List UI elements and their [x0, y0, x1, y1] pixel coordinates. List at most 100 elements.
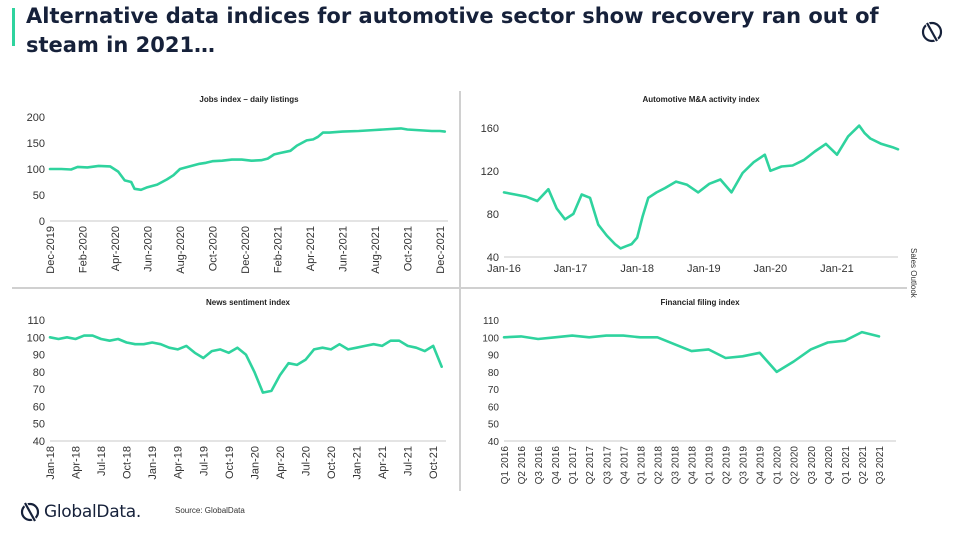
- y-tick-label: 80: [487, 209, 499, 221]
- x-tick-label: Apr-2020: [110, 226, 122, 271]
- x-tick-label: Q2 2016: [517, 446, 528, 485]
- y-tick-label: 50: [33, 190, 45, 202]
- x-tick-label: Jun-2021: [337, 226, 349, 272]
- y-tick-label: 40: [488, 437, 500, 448]
- x-tick-label: Q1 2016: [500, 446, 511, 485]
- x-tick-label: Q1 2017: [568, 446, 579, 485]
- x-tick-label: Q4 2017: [619, 446, 630, 485]
- x-tick-label: Q2 2018: [653, 446, 664, 485]
- x-tick-label: Jan-20: [754, 263, 788, 275]
- chart-svg: Jobs index – daily listings 0 50 100 150 200 D…: [27, 95, 448, 274]
- chart-svg: News sentiment index 40 50 60 70 80 90 100 110 Ja…: [27, 298, 446, 480]
- globaldata-brand-icon: [20, 502, 40, 522]
- x-tick-label: Jan-18: [45, 446, 57, 480]
- y-tick-label: 110: [27, 315, 45, 327]
- x-tick-label: Q2 2020: [790, 446, 801, 485]
- panel-divider-horizontal: [12, 287, 907, 289]
- y-tick-label: 70: [33, 384, 45, 396]
- x-tick-label: Apr-18: [71, 446, 83, 479]
- brand-name: GlobalData.: [44, 502, 141, 522]
- y-tick-label: 80: [488, 368, 500, 379]
- x-tick-label: Apr-20: [275, 446, 287, 479]
- y-tick-label: 150: [27, 138, 45, 150]
- x-tick-label: Apr-21: [377, 446, 389, 479]
- series-line: [48, 127, 447, 192]
- y-tick-label: 100: [27, 164, 45, 176]
- source-note: Source: GlobalData: [175, 506, 245, 515]
- x-tick-label: Jan-17: [554, 263, 588, 275]
- x-tick-label: Jul-19: [198, 446, 210, 476]
- x-tick-label: Jan-21: [820, 263, 854, 275]
- x-tick-label: Oct-2020: [207, 226, 219, 271]
- x-tick-label: Jul-21: [403, 446, 415, 476]
- x-tick-label: Q3 2017: [602, 446, 613, 485]
- chart-title: News sentiment index: [206, 298, 291, 307]
- x-tick-label: Q4 2016: [551, 446, 562, 485]
- x-tick-label: Q3 2018: [670, 446, 681, 485]
- x-tick-label: Aug-2021: [370, 226, 382, 274]
- x-tick-label: Q4 2019: [756, 446, 767, 485]
- x-tick-label: Oct-20: [326, 446, 338, 479]
- x-tick-label: Q1 2021: [841, 446, 852, 485]
- financial-filing-chart: Financial filing index 40 50 60 70 80 90 100 110…: [468, 294, 904, 489]
- y-tick-label: 120: [481, 166, 499, 178]
- x-tick-label: Dec-2021: [435, 226, 447, 274]
- x-tick-label: Jun-2020: [142, 226, 154, 272]
- x-tick-label: Dec-2019: [45, 226, 57, 274]
- y-tick-label: 40: [487, 252, 499, 264]
- series-line: [48, 334, 443, 394]
- y-tick-label: 40: [33, 436, 45, 448]
- series-line: [502, 124, 900, 250]
- x-tick-label: Oct-18: [122, 446, 134, 479]
- chart-svg: Automotive M&A activity index 40 80 120 160 J…: [481, 95, 900, 275]
- x-tick-label: Q2 2019: [722, 446, 733, 485]
- x-tick-label: Jan-19: [687, 263, 721, 275]
- x-tick-label: Jan-18: [620, 263, 654, 275]
- x-tick-label: Oct-21: [428, 446, 440, 479]
- x-tick-label: Dec-2020: [240, 226, 252, 274]
- panel-divider-vertical: [459, 91, 461, 491]
- x-tick-label: Feb-2021: [272, 226, 284, 273]
- x-tick-label: Q3 2019: [739, 446, 750, 485]
- x-tick-label: Jan-16: [487, 263, 521, 275]
- y-tick-label: 0: [39, 216, 45, 228]
- x-tick-label: Jan-20: [249, 446, 261, 480]
- y-tick-label: 110: [483, 316, 499, 327]
- x-tick-label: Q3 2021: [875, 446, 886, 485]
- x-tick-label: Q4 2018: [687, 446, 698, 485]
- chart-title: Automotive M&A activity index: [642, 95, 760, 104]
- title-accent-bar: [12, 8, 15, 46]
- x-tick-label: Oct-2021: [402, 226, 414, 271]
- x-tick-label: Apr-19: [173, 446, 185, 479]
- series-line: [502, 330, 881, 374]
- page-title: Alternative data indices for automotive …: [26, 4, 879, 57]
- chart-svg: Financial filing index 40 50 60 70 80 90 100 110…: [482, 298, 896, 485]
- y-tick-label: 160: [481, 123, 499, 135]
- x-tick-label: Jul-20: [300, 446, 312, 476]
- x-tick-label: Oct-19: [224, 446, 236, 479]
- news-sentiment-chart: News sentiment index 40 50 60 70 80 90 100 110 Ja…: [14, 294, 454, 489]
- x-tick-label: Q3 2016: [534, 446, 545, 485]
- y-tick-label: 80: [33, 367, 45, 379]
- x-tick-label: Q1 2020: [773, 446, 784, 485]
- y-tick-label: 100: [482, 333, 499, 344]
- chart-title: Financial filing index: [660, 298, 740, 307]
- x-tick-label: Q1 2019: [705, 446, 716, 485]
- globaldata-logo-icon: [921, 21, 943, 43]
- x-tick-label: Jul-18: [96, 446, 108, 476]
- y-tick-label: 60: [33, 401, 45, 413]
- y-tick-label: 50: [488, 420, 500, 431]
- x-tick-label: Jan-19: [147, 446, 159, 480]
- ma-activity-chart: Automotive M&A activity index 40 80 120 160 J…: [468, 91, 904, 281]
- y-tick-label: 90: [488, 351, 500, 362]
- y-tick-label: 50: [33, 419, 45, 431]
- x-tick-label: Jan-21: [352, 446, 364, 480]
- x-tick-label: Q2 2017: [585, 446, 596, 485]
- y-tick-label: 200: [27, 112, 45, 124]
- x-tick-label: Aug-2020: [175, 226, 187, 274]
- y-tick-label: 60: [488, 402, 500, 413]
- jobs-index-chart: Jobs index – daily listings 0 50 100 150 200 D…: [14, 91, 454, 281]
- x-tick-label: Feb-2020: [77, 226, 89, 273]
- y-tick-label: 100: [27, 332, 45, 344]
- y-tick-label: 70: [488, 385, 500, 396]
